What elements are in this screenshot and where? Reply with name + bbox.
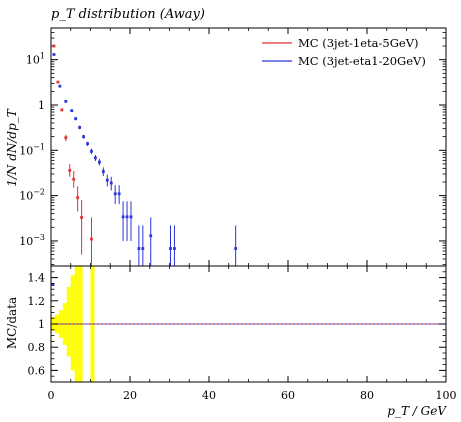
ratio-y-tick-label: 0.8 [28, 341, 46, 354]
data-point [173, 247, 176, 250]
x-tick-label: 40 [202, 389, 216, 402]
chart-title: p_T distribution (Away) [51, 7, 205, 22]
data-point [70, 109, 74, 113]
main-y-axis-label: 1/N dN/dp_T [5, 108, 19, 187]
data-point [58, 84, 62, 88]
data-point [74, 117, 78, 121]
data-point [64, 100, 68, 103]
ratio-x-ticks: 0 20 40 60 80 100 [48, 266, 457, 402]
ratio-y-ticks: 0.6 0.8 1 1.2 1.4 [28, 271, 446, 377]
data-point [86, 142, 89, 146]
x-tick-label: 80 [360, 389, 374, 402]
data-point [121, 215, 125, 219]
y-tick-label: 101 [26, 52, 45, 67]
data-point [56, 80, 60, 84]
data-point [80, 216, 84, 219]
y-tick-label: 10−1 [19, 142, 45, 157]
legend-label-1eta: MC (3jet-1eta-5GeV) [298, 36, 419, 50]
legend: MC (3jet-1eta-5GeV) MC (3jet-eta1-20GeV) [262, 36, 426, 68]
uncertainty-band-bin [66, 286, 71, 357]
data-point [94, 156, 97, 160]
ratio-panel: 0.6 0.8 1 1.2 1.4 0 20 40 60 80 100 MC/data [5, 265, 457, 402]
data-point [97, 160, 101, 164]
data-point [52, 53, 56, 56]
ratio-y-axis-label: MC/data [5, 297, 19, 349]
ratio-point [51, 283, 55, 286]
data-point [149, 234, 153, 238]
data-point [68, 169, 72, 172]
y-tick-label: 10−3 [19, 233, 45, 248]
data-point [78, 126, 82, 129]
series-1 [52, 53, 238, 266]
data-point [90, 237, 93, 241]
ratio-y-tick-label: 1 [38, 318, 45, 331]
data-point [137, 247, 141, 250]
ratio-y-tick-label: 0.6 [28, 364, 46, 377]
data-point [109, 181, 113, 185]
data-point [129, 215, 133, 219]
x-axis-label: p_T / GeV [387, 404, 447, 418]
y-tick-label: 10−2 [19, 188, 45, 203]
y-tick-label: 1 [38, 99, 45, 112]
data-point [76, 196, 80, 200]
data-point [113, 192, 117, 196]
x-tick-label: 20 [123, 389, 137, 402]
data-point [82, 135, 85, 139]
main-data-points [52, 44, 238, 266]
ratio-y-tick-label: 1.4 [28, 272, 46, 285]
uncertainty-band-bin [70, 275, 75, 371]
legend-label-eta1: MC (3jet-eta1-20GeV) [298, 54, 426, 68]
data-point [101, 170, 105, 173]
main-panel: 101 1 10−1 10−2 10−3 1/N dN/dp_T MC (3jet-1e… [5, 27, 447, 382]
data-point [52, 44, 56, 48]
x-tick-label: 100 [436, 389, 457, 402]
data-point [117, 192, 121, 196]
ratio-y-tick-label: 1.2 [28, 295, 46, 308]
series-0 [52, 44, 93, 266]
data-point [105, 178, 109, 182]
x-tick-label: 0 [48, 389, 55, 402]
data-point [125, 215, 129, 219]
data-point [141, 247, 145, 250]
ratio-lines [51, 283, 446, 325]
data-point [234, 247, 238, 250]
data-point [64, 136, 68, 140]
data-point [60, 108, 64, 112]
x-tick-label: 60 [281, 389, 295, 402]
data-point [90, 149, 93, 153]
data-point [72, 177, 76, 181]
data-point [169, 247, 172, 250]
